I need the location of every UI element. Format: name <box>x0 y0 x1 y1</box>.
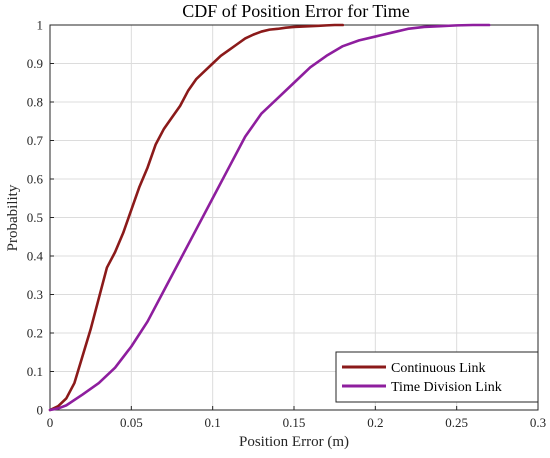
legend: Continuous Link Time Division Link <box>335 351 539 403</box>
x-tick-label: 0 <box>47 415 54 430</box>
x-tick-label: 0.1 <box>205 415 221 430</box>
y-tick-label: 0.6 <box>27 172 44 187</box>
y-tick-label: 0.1 <box>27 364 43 379</box>
y-axis-label: Probability <box>5 184 21 251</box>
y-tick-label: 0.8 <box>27 95 43 110</box>
y-tick-label: 0.5 <box>27 210 43 225</box>
y-tick-label: 0.4 <box>27 249 44 264</box>
x-axis-label: Position Error (m) <box>239 434 349 450</box>
x-tick-label: 0.25 <box>445 415 468 430</box>
x-tick-label: 0.15 <box>283 415 306 430</box>
series-layer <box>48 23 491 412</box>
y-tick-label: 1 <box>37 18 44 33</box>
x-tick-label: 0.2 <box>367 415 383 430</box>
legend-label-continuous-link: Continuous Link <box>391 361 486 376</box>
series-line-time-division-link <box>48 23 491 412</box>
y-tick-label: 0.2 <box>27 326 43 341</box>
y-tick-label: 0 <box>37 403 44 418</box>
legend-box <box>335 351 539 403</box>
x-tick-label: 0.3 <box>530 415 546 430</box>
series-line-continuous-link <box>48 23 345 412</box>
x-tick-label: 0.05 <box>120 415 143 430</box>
y-tick-label: 0.3 <box>27 287 43 302</box>
y-tick-label: 0.9 <box>27 56 43 71</box>
chart-title: CDF of Position Error for Time <box>182 1 410 21</box>
legend-label-time-division-link: Time Division Link <box>391 380 502 395</box>
tick-layer: 0 0.05 0.1 0.15 0.2 0.25 0.3 0 0.1 0.2 0.3 0.4 0.5 0.… <box>27 18 546 431</box>
y-tick-label: 0.7 <box>27 133 44 148</box>
